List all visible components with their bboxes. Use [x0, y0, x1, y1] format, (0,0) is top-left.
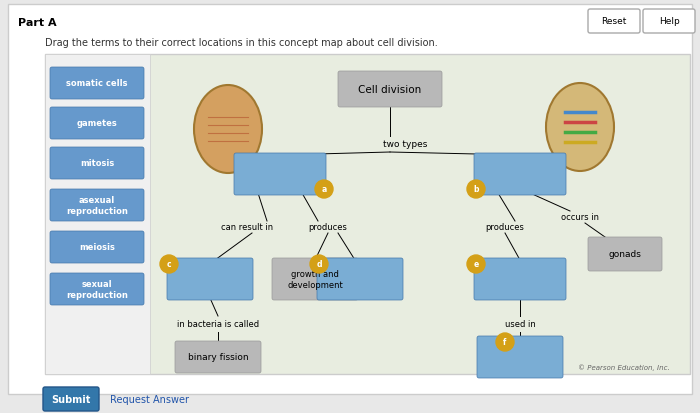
FancyBboxPatch shape	[272, 259, 358, 300]
FancyBboxPatch shape	[477, 336, 563, 378]
Text: binary fission: binary fission	[188, 353, 248, 362]
Text: somatic cells: somatic cells	[66, 79, 127, 88]
Text: f: f	[503, 338, 507, 347]
FancyBboxPatch shape	[474, 259, 566, 300]
Text: b: b	[473, 185, 479, 194]
FancyBboxPatch shape	[234, 154, 326, 195]
Text: asexual
reproduction: asexual reproduction	[66, 196, 128, 215]
Circle shape	[467, 180, 485, 199]
FancyBboxPatch shape	[8, 5, 692, 394]
FancyBboxPatch shape	[167, 259, 253, 300]
FancyBboxPatch shape	[175, 341, 261, 373]
FancyBboxPatch shape	[643, 10, 695, 34]
Circle shape	[160, 255, 178, 273]
Text: in bacteria is called: in bacteria is called	[177, 320, 259, 329]
Text: occurs in: occurs in	[561, 213, 599, 222]
FancyBboxPatch shape	[50, 108, 144, 140]
Text: a: a	[321, 185, 327, 194]
Circle shape	[496, 333, 514, 351]
FancyBboxPatch shape	[50, 273, 144, 305]
FancyBboxPatch shape	[45, 55, 150, 374]
FancyBboxPatch shape	[588, 237, 662, 271]
Text: Drag the terms to their correct locations in this concept map about cell divisio: Drag the terms to their correct location…	[45, 38, 437, 48]
Circle shape	[310, 255, 328, 273]
Text: Request Answer: Request Answer	[110, 394, 189, 404]
Text: can result in: can result in	[221, 223, 273, 232]
FancyBboxPatch shape	[588, 10, 640, 34]
Text: c: c	[167, 260, 172, 269]
Circle shape	[315, 180, 333, 199]
Text: Help: Help	[659, 17, 680, 26]
Text: d: d	[316, 260, 322, 269]
Ellipse shape	[546, 84, 614, 171]
Text: used in: used in	[505, 320, 536, 329]
FancyBboxPatch shape	[338, 72, 442, 108]
FancyBboxPatch shape	[50, 68, 144, 100]
Circle shape	[467, 255, 485, 273]
Text: e: e	[473, 260, 479, 269]
Text: Cell division: Cell division	[358, 85, 421, 95]
FancyBboxPatch shape	[50, 231, 144, 263]
Text: Reset: Reset	[601, 17, 626, 26]
FancyBboxPatch shape	[474, 154, 566, 195]
FancyBboxPatch shape	[45, 55, 690, 374]
FancyBboxPatch shape	[50, 147, 144, 180]
Text: gonads: gonads	[608, 250, 641, 259]
Text: Part A: Part A	[18, 18, 57, 28]
Ellipse shape	[194, 86, 262, 173]
Text: two types: two types	[383, 140, 427, 149]
FancyBboxPatch shape	[317, 259, 403, 300]
Text: produces: produces	[309, 223, 347, 232]
Text: sexual
reproduction: sexual reproduction	[66, 280, 128, 299]
Text: produces: produces	[486, 223, 524, 232]
FancyBboxPatch shape	[43, 387, 99, 411]
Text: mitosis: mitosis	[80, 159, 114, 168]
Text: Submit: Submit	[51, 394, 91, 404]
Text: © Pearson Education, Inc.: © Pearson Education, Inc.	[578, 364, 670, 370]
Text: meiosis: meiosis	[79, 243, 115, 252]
Text: growth and
development: growth and development	[287, 270, 343, 289]
Text: gametes: gametes	[76, 119, 118, 128]
FancyBboxPatch shape	[50, 190, 144, 221]
